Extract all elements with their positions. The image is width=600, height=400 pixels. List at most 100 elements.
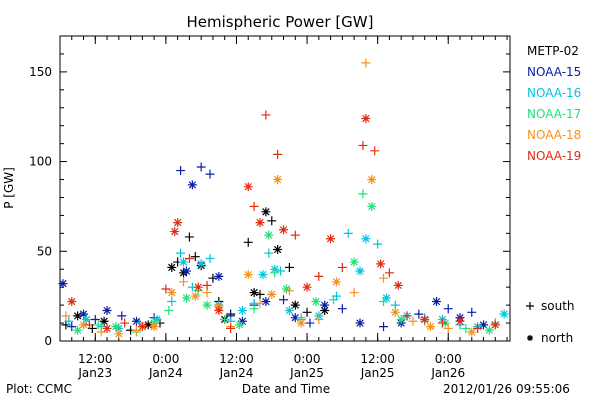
south-marker — [205, 253, 215, 263]
north-marker — [302, 282, 312, 292]
x-tick-time-label: 0:00 — [435, 352, 462, 366]
north-marker — [190, 291, 200, 301]
south-marker — [208, 273, 218, 283]
north-marker — [396, 314, 406, 324]
north-marker — [73, 311, 83, 321]
south-marker — [279, 295, 289, 305]
north-marker — [361, 234, 371, 244]
data-points — [58, 58, 509, 339]
x-axis-label: Date and Time — [242, 382, 330, 396]
north-marker — [173, 218, 183, 228]
x-tick-date-label: Jan24 — [148, 366, 183, 380]
north-marker — [137, 322, 147, 332]
north-marker — [267, 289, 277, 299]
north-marker — [167, 288, 177, 298]
south-marker — [205, 169, 215, 179]
north-marker — [367, 201, 377, 211]
x-axis: 12:00Jan230:00Jan2412:00Jan240:00Jan2512… — [59, 36, 508, 380]
south-marker — [90, 314, 100, 324]
north-marker — [261, 207, 271, 217]
x-tick-time-label: 0:00 — [152, 352, 179, 366]
south-marker — [414, 309, 424, 319]
north-marker — [326, 234, 336, 244]
north-marker — [431, 297, 441, 307]
north-marker — [167, 262, 177, 272]
north-marker — [255, 218, 265, 228]
north-marker — [79, 320, 89, 330]
south-marker — [84, 320, 94, 330]
legend-item-noaa-17: NOAA-17 — [527, 107, 581, 121]
x-tick-time-label: 0:00 — [294, 352, 321, 366]
north-marker — [179, 257, 189, 267]
north-marker — [249, 288, 259, 298]
south-marker — [255, 298, 265, 308]
south-marker — [202, 280, 212, 290]
north-marker — [484, 325, 494, 335]
footer-source: Plot: CCMC — [6, 382, 72, 396]
south-marker — [196, 162, 206, 172]
north-marker — [355, 318, 365, 328]
x-tick-time-label: 12:00 — [360, 352, 395, 366]
series-legend: METP-02 NOAA-15 NOAA-16 NOAA-17 NOAA-18 NOAA-… — [527, 44, 581, 163]
south-marker — [379, 273, 389, 283]
north-marker — [279, 225, 289, 235]
north-marker — [79, 309, 89, 319]
south-marker — [437, 318, 447, 328]
north-marker — [243, 182, 253, 192]
south-marker — [337, 304, 347, 314]
y-tick-label: 0 — [44, 334, 52, 348]
north-marker — [170, 227, 180, 237]
south-marker — [220, 314, 230, 324]
south-marker — [273, 149, 283, 159]
north-marker — [490, 320, 500, 330]
north-marker — [214, 306, 224, 315]
marker-legend-label-south: south — [541, 299, 575, 313]
series-noaa-15 — [58, 162, 489, 332]
south-marker — [190, 252, 200, 262]
y-tick-label: 150 — [29, 65, 52, 79]
north-marker — [193, 282, 203, 292]
south-marker — [373, 239, 383, 249]
north-marker — [243, 270, 253, 280]
north-marker — [311, 297, 321, 307]
south-marker — [61, 311, 71, 321]
y-tick-label: 100 — [29, 155, 52, 169]
north-marker — [296, 318, 306, 328]
north-marker — [99, 316, 109, 326]
series-noaa-17 — [73, 189, 494, 337]
south-marker — [276, 266, 286, 276]
south-marker — [384, 268, 394, 278]
north-marker — [355, 266, 365, 276]
north-marker — [381, 293, 391, 303]
legend-item-noaa-18: NOAA-18 — [527, 128, 581, 142]
north-marker — [361, 114, 371, 124]
north-marker — [143, 320, 153, 330]
south-marker — [329, 295, 339, 305]
north-marker — [114, 323, 124, 333]
north-marker — [131, 316, 141, 326]
north-marker — [58, 279, 68, 289]
south-marker — [93, 320, 103, 330]
north-marker — [479, 320, 489, 330]
north-marker — [290, 300, 300, 310]
north-marker — [258, 270, 268, 280]
x-tick-date-label: Jan26 — [430, 366, 465, 380]
series-noaa-19 — [67, 110, 500, 333]
south-marker — [264, 248, 274, 258]
series-noaa-18 — [61, 58, 500, 339]
footer-timestamp: 2012/01/26 09:55:06 — [443, 382, 570, 396]
north-marker — [181, 293, 191, 303]
south-marker — [370, 146, 380, 156]
south-marker — [179, 277, 189, 287]
south-marker — [379, 297, 389, 307]
north-marker — [349, 257, 359, 267]
north-marker — [420, 314, 430, 324]
south-marker — [176, 166, 186, 176]
south-marker — [184, 232, 194, 242]
south-marker — [64, 316, 74, 326]
north-marker — [455, 316, 465, 326]
marker-legend: south north — [526, 299, 575, 345]
north-marker — [290, 313, 300, 323]
north-marker — [196, 259, 206, 269]
